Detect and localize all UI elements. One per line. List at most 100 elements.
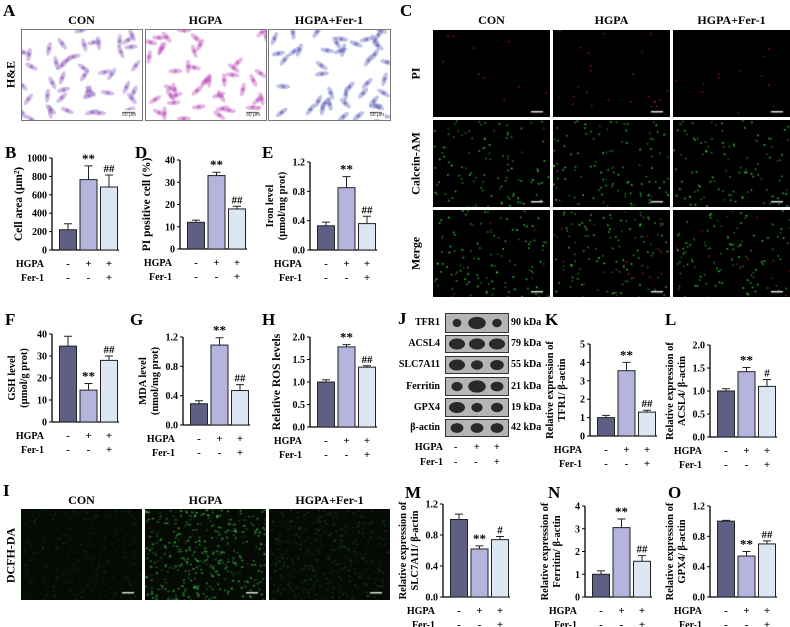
blot-strip-slc7a11 <box>445 356 509 374</box>
significance-label: ## <box>232 194 244 206</box>
treatment-label: HGPA <box>274 259 303 270</box>
y-tick-label: 0.0 <box>293 423 306 434</box>
significance-label: ** <box>82 369 95 384</box>
blot-strip-ferritin <box>445 377 509 396</box>
treatment-sign: + <box>618 605 624 617</box>
treatment-label: Fer-1 <box>152 448 175 459</box>
treatment-sign: - <box>457 605 461 617</box>
error-bar <box>215 337 224 346</box>
y-tick-label: 0 <box>575 593 580 604</box>
y-tick-label: 10 <box>165 222 175 233</box>
y-tick-label: 0.4 <box>293 216 306 227</box>
y-tick-label: 200 <box>32 227 47 238</box>
bar-hgpa <box>337 187 356 251</box>
blot-kda-label: 55 kDa <box>511 359 542 370</box>
bar-hgpa <box>337 346 356 428</box>
blot-band <box>449 402 465 413</box>
error-bar <box>722 519 730 522</box>
y-axis-label: Ferritin/ β-actin <box>552 515 563 587</box>
panel-letter: E <box>262 143 273 162</box>
y-axis-label: Relative expression of <box>540 502 551 600</box>
treatment-sign: - <box>215 271 219 283</box>
significance-label: ** <box>620 347 633 362</box>
bar-con <box>190 403 208 426</box>
panel-letter-j: J <box>398 309 407 328</box>
y-tick-label: 1.2 <box>293 158 306 169</box>
treatment-sign: - <box>345 449 349 461</box>
treatment-sign: + <box>106 258 112 270</box>
chart-d: D 0 10 20 30 40 PI positive cell (%) - - ** + - ## + +… <box>135 143 247 283</box>
y-tick-label: 0.0 <box>693 433 706 444</box>
treatment-sign: + <box>106 272 112 284</box>
treatment-sign: + <box>497 619 503 627</box>
blot-strip-tfr1 <box>445 313 509 333</box>
error-bar <box>84 165 93 180</box>
treatment-sign: + <box>106 430 112 442</box>
treatment-sign: - <box>194 271 198 283</box>
treatment-label: Fer-1 <box>412 620 435 627</box>
error-bar <box>617 518 626 528</box>
treatment-sign: - <box>194 257 198 269</box>
y-axis-label: GPX4/ β-actin <box>677 519 688 583</box>
fluorescence-merge-hgpa-fer1 <box>673 210 790 297</box>
bar-hgpa <box>210 344 229 426</box>
bar-hgpa-fer-1 <box>638 411 656 437</box>
panel-letter-a: A <box>3 1 16 20</box>
y-tick-label: 2.0 <box>293 333 306 344</box>
scale-bar-label-con: 50 μm <box>122 112 136 118</box>
col-title-hgpa: HGPA <box>188 13 223 27</box>
significance-label: ** <box>615 504 628 519</box>
y-tick-label: 0 <box>170 245 175 256</box>
significance-label: ## <box>637 544 649 556</box>
y-tick-label: 1.0 <box>693 387 706 398</box>
chart-o: O 0.0 0.4 0.8 1.2 Relative expression of GPX4/… <box>665 483 777 627</box>
significance-label: ## <box>104 344 116 356</box>
y-tick-label: 2 <box>575 547 580 558</box>
y-tick-label: 0.0 <box>693 593 706 604</box>
y-tick-label: 0.5 <box>293 400 306 411</box>
bar-con <box>597 417 615 437</box>
bar-hgpa-fer-1 <box>758 543 776 598</box>
treatment-sign: - <box>197 433 201 445</box>
scale-bar-label-hgpa-fer1: 50 μm <box>370 112 384 118</box>
y-tick-label: 3 <box>580 376 585 387</box>
significance-label: ## <box>235 373 247 385</box>
treatment-sign: + <box>213 257 219 269</box>
panel-letter: N <box>548 483 561 502</box>
treatment-label: Fer-1 <box>559 459 582 470</box>
blot-band <box>450 423 464 433</box>
chart-g: G 0.0 0.4 0.8 1.2 MDA level (nmol/mg prot) - - **… <box>130 310 250 459</box>
treatment-sign: - <box>454 457 458 468</box>
chart-h: H 0.0 0.5 1.0 1.5 2.0 Relative ROS levels - - ** +… <box>262 310 377 461</box>
bar-hgpa <box>79 389 98 423</box>
panel-letter: K <box>545 310 559 329</box>
col-title-con: CON <box>68 13 95 27</box>
treatment-sign: - <box>345 272 349 284</box>
treatment-sign: + <box>364 449 370 461</box>
treatment-sign: - <box>324 272 328 284</box>
error-bar <box>475 545 484 549</box>
col-title-hgpa-fer1: HGPA+Fer-1 <box>294 13 364 27</box>
treatment-sign: + <box>106 444 112 456</box>
significance-label: ## <box>762 529 774 541</box>
dcfh-micrograph-hgpa <box>145 509 266 600</box>
treatment-label: Fer-1 <box>279 450 302 461</box>
y-tick-label: 0.0 <box>426 593 439 604</box>
y-tick-label: 1.2 <box>166 333 179 344</box>
blot-kda-label: 90 kDa <box>511 317 542 328</box>
y-axis-label: (μmol/g prot) <box>19 348 30 408</box>
y-tick-label: 30 <box>165 178 175 189</box>
blot-band <box>490 423 504 433</box>
col-title-con: CON <box>68 493 95 507</box>
treatment-sign: + <box>364 272 370 284</box>
fluorescence-calcein-con <box>433 120 550 207</box>
y-axis-label: PI positive cell (%) <box>141 158 153 252</box>
blot-kda-label: 79 kDa <box>511 338 542 349</box>
y-axis-label: Cell area (μm²) <box>13 167 25 241</box>
blot-band <box>471 402 483 413</box>
error-bar <box>84 383 93 391</box>
error-bar <box>455 513 463 520</box>
y-axis-label: MDA level <box>138 357 149 405</box>
treatment-sign: - <box>457 619 461 627</box>
